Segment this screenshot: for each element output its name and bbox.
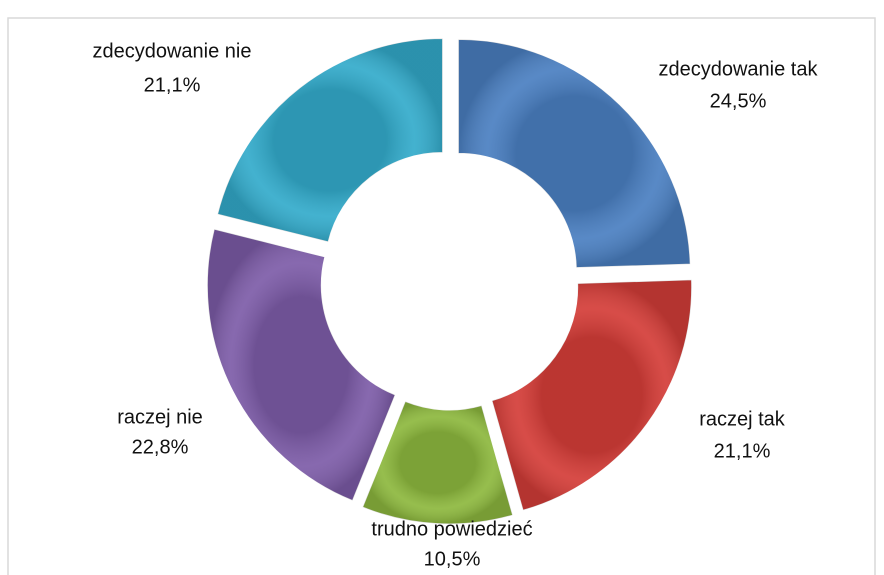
slice-value: 21,1% xyxy=(144,74,201,96)
slice-label: raczej tak xyxy=(699,408,786,430)
slice-shade xyxy=(458,39,691,268)
slice-label: zdecydowanie tak xyxy=(659,58,819,80)
slice-shade xyxy=(362,401,513,524)
slice-label: raczej nie xyxy=(117,406,203,428)
slice-label: zdecydowanie nie xyxy=(93,40,252,62)
slice-value: 21,1% xyxy=(714,440,771,462)
slice-shade xyxy=(207,229,396,501)
slice-shade xyxy=(217,38,443,242)
slice-value: 22,8% xyxy=(132,436,189,458)
slice-shade xyxy=(491,279,692,511)
slice-value: 10,5% xyxy=(424,548,481,570)
slice-label: trudno powiedzieć xyxy=(371,518,532,540)
slice-value: 24,5% xyxy=(710,90,767,112)
